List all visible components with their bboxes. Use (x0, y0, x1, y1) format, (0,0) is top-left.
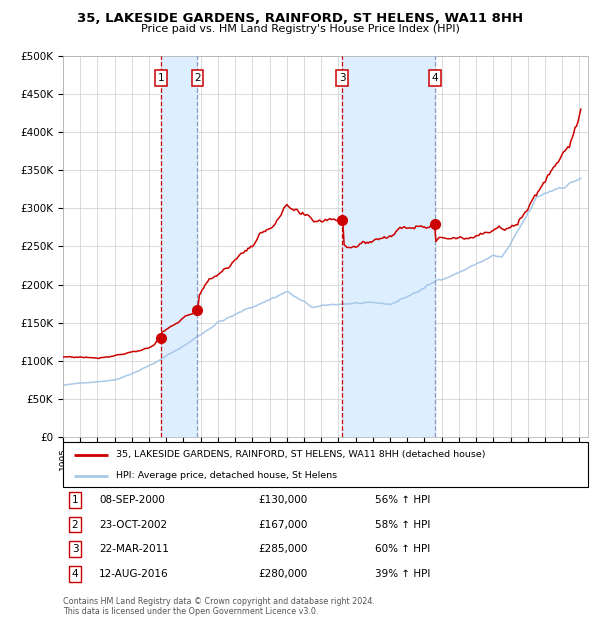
Text: 60% ↑ HPI: 60% ↑ HPI (375, 544, 430, 554)
FancyBboxPatch shape (63, 442, 588, 487)
Text: 4: 4 (431, 73, 438, 83)
Text: 4: 4 (71, 569, 79, 579)
Text: 08-SEP-2000: 08-SEP-2000 (99, 495, 165, 505)
Text: 35, LAKESIDE GARDENS, RAINFORD, ST HELENS, WA11 8HH: 35, LAKESIDE GARDENS, RAINFORD, ST HELEN… (77, 12, 523, 25)
Text: £130,000: £130,000 (258, 495, 307, 505)
Text: 3: 3 (339, 73, 346, 83)
Text: £285,000: £285,000 (258, 544, 307, 554)
Text: 1: 1 (71, 495, 79, 505)
Text: 39% ↑ HPI: 39% ↑ HPI (375, 569, 430, 579)
Text: 12-AUG-2016: 12-AUG-2016 (99, 569, 169, 579)
Text: 2: 2 (194, 73, 201, 83)
Bar (342, 56, 435, 437)
Text: This data is licensed under the Open Government Licence v3.0.: This data is licensed under the Open Gov… (63, 607, 319, 616)
Text: Price paid vs. HM Land Registry's House Price Index (HPI): Price paid vs. HM Land Registry's House … (140, 24, 460, 33)
Text: 2: 2 (71, 520, 79, 529)
Text: Contains HM Land Registry data © Crown copyright and database right 2024.: Contains HM Land Registry data © Crown c… (63, 597, 375, 606)
Text: 23-OCT-2002: 23-OCT-2002 (99, 520, 167, 529)
Bar (161, 56, 197, 437)
Text: 58% ↑ HPI: 58% ↑ HPI (375, 520, 430, 529)
Text: £167,000: £167,000 (258, 520, 307, 529)
Text: 56% ↑ HPI: 56% ↑ HPI (375, 495, 430, 505)
Text: 3: 3 (71, 544, 79, 554)
Text: £280,000: £280,000 (258, 569, 307, 579)
Text: 1: 1 (158, 73, 164, 83)
Text: 22-MAR-2011: 22-MAR-2011 (99, 544, 169, 554)
Text: HPI: Average price, detached house, St Helens: HPI: Average price, detached house, St H… (115, 471, 337, 480)
Text: 35, LAKESIDE GARDENS, RAINFORD, ST HELENS, WA11 8HH (detached house): 35, LAKESIDE GARDENS, RAINFORD, ST HELEN… (115, 450, 485, 459)
